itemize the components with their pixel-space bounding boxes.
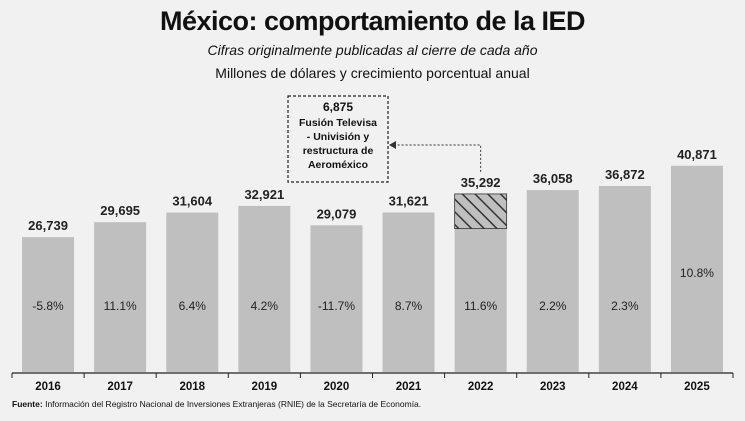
growth-label-2017: 11.1% bbox=[104, 299, 137, 313]
x-tick-label-2022: 2022 bbox=[468, 381, 494, 393]
growth-label-2018: 6.4% bbox=[179, 299, 207, 313]
x-tick-label-2017: 2017 bbox=[107, 381, 133, 393]
source-label: Fuente: bbox=[12, 399, 43, 409]
bar-2023 bbox=[526, 190, 579, 372]
bar-2016 bbox=[22, 237, 75, 372]
growth-label-2022: 11.6% bbox=[464, 299, 497, 313]
chart-title: México: comportamiento de la IED bbox=[159, 6, 586, 36]
bar-2019 bbox=[238, 205, 291, 372]
hatched-segment-2022 bbox=[454, 193, 508, 230]
growth-label-2019: 4.2% bbox=[251, 299, 279, 313]
bar-2025 bbox=[670, 165, 723, 372]
bar-2024 bbox=[598, 185, 651, 372]
x-tick-label-2019: 2019 bbox=[252, 381, 278, 393]
source-text: Información del Registro Nacional de Inv… bbox=[45, 399, 422, 409]
annotation-line: Fusión Televisa bbox=[299, 117, 377, 129]
x-tick-label-2023: 2023 bbox=[540, 381, 566, 393]
annotation-connector bbox=[394, 144, 482, 172]
value-label-2021: 31,621 bbox=[389, 193, 429, 208]
chart-subtitle: Cifras originalmente publicadas al cierr… bbox=[207, 42, 538, 58]
bar-2017 bbox=[94, 222, 147, 372]
growth-label-2021: 8.7% bbox=[395, 299, 423, 313]
x-tick-label-2021: 2021 bbox=[396, 381, 422, 393]
x-tick-label-2024: 2024 bbox=[612, 381, 638, 393]
x-tick-label-2025: 2025 bbox=[684, 381, 710, 393]
value-label-2024: 36,872 bbox=[605, 167, 645, 182]
bar-2018 bbox=[166, 212, 219, 372]
units-label: Millones de dólares y crecimiento porcen… bbox=[215, 65, 530, 81]
bar-2021 bbox=[382, 212, 435, 372]
value-label-2023: 36,058 bbox=[533, 171, 573, 186]
annotation-arrowhead bbox=[389, 141, 396, 149]
value-label-2019: 32,921 bbox=[244, 187, 284, 202]
source-note: Fuente: Información del Registro Naciona… bbox=[12, 399, 421, 409]
value-label-2018: 31,604 bbox=[172, 194, 213, 209]
growth-label-2020: -11.7% bbox=[318, 299, 355, 313]
annotation-value: 6,875 bbox=[323, 100, 353, 114]
x-tick-label-2020: 2020 bbox=[324, 381, 350, 393]
annotation-box bbox=[287, 95, 389, 183]
annotation-line: - Univisión y bbox=[307, 131, 370, 143]
growth-label-2023: 2.2% bbox=[539, 299, 567, 313]
value-label-2017: 29,695 bbox=[100, 203, 140, 218]
growth-label-2016: -5.8% bbox=[32, 299, 64, 313]
annotation-line: restructura de bbox=[303, 145, 374, 157]
growth-label-2024: 2.3% bbox=[611, 299, 639, 313]
annotation-line: Aeroméxico bbox=[308, 159, 368, 171]
x-tick-label-2018: 2018 bbox=[179, 381, 205, 393]
value-label-2022: 35,292 bbox=[461, 175, 501, 190]
x-tick-label-2016: 2016 bbox=[35, 381, 61, 393]
growth-label-2025: 10.8% bbox=[680, 266, 714, 280]
value-label-2016: 26,739 bbox=[28, 218, 68, 233]
bar-2020 bbox=[310, 225, 363, 372]
value-label-2025: 40,871 bbox=[677, 147, 717, 162]
value-label-2020: 29,079 bbox=[317, 206, 357, 221]
